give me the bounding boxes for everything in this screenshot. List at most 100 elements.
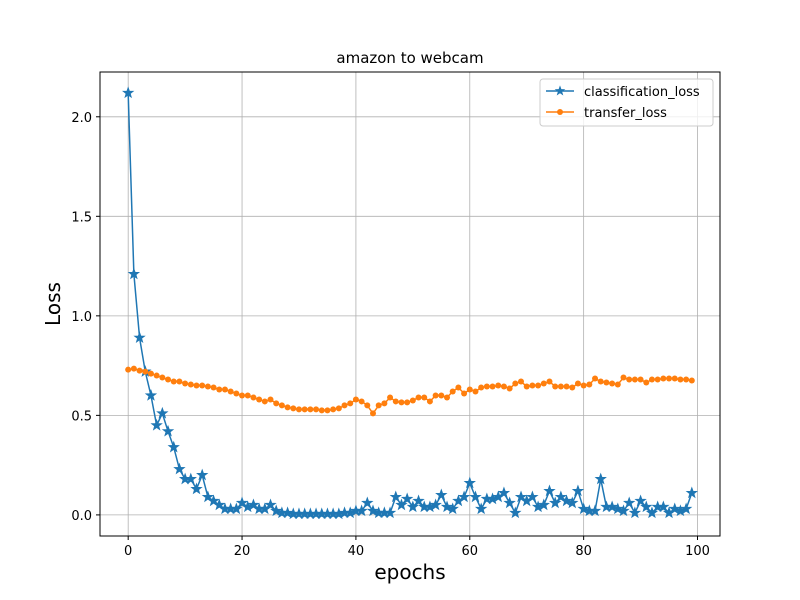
data-point-transfer-loss [472,388,479,395]
data-point-classification-loss [566,496,579,509]
legend: classification_loss transfer_loss [539,78,714,127]
data-point-transfer-loss [609,380,616,387]
data-point-transfer-loss [552,383,559,390]
data-point-transfer-loss [557,383,564,390]
data-point-classification-loss [355,504,368,517]
data-point-transfer-loss [535,382,542,389]
data-point-classification-loss [406,500,420,513]
data-point-classification-loss [509,506,522,519]
data-point-transfer-loss [375,402,382,409]
data-point-classification-loss [122,86,135,99]
data-point-transfer-loss [284,404,291,411]
data-point-classification-loss [623,496,636,509]
data-point-classification-loss [133,331,146,343]
data-point-classification-loss [605,500,619,513]
data-point-transfer-loss [620,374,627,381]
data-point-classification-loss [469,490,482,503]
data-point-classification-loss [150,418,163,431]
data-point-transfer-loss [358,398,365,405]
data-point-classification-loss [463,476,476,489]
data-point-classification-loss [184,472,197,485]
data-point-classification-loss [657,500,670,513]
data-point-transfer-loss [267,396,274,403]
data-point-transfer-loss [654,376,661,383]
data-point-transfer-loss [369,410,376,417]
data-point-transfer-loss [341,402,348,409]
data-point-transfer-loss [381,400,388,407]
data-point-classification-loss [440,500,454,513]
data-point-classification-loss [173,462,186,475]
data-point-classification-loss [457,490,471,503]
data-point-transfer-loss [295,406,302,413]
data-point-classification-loss [400,492,414,505]
data-point-transfer-loss [307,406,314,413]
data-point-transfer-loss [432,392,439,399]
data-point-transfer-loss [421,394,428,401]
data-point-transfer-loss [518,378,525,385]
data-point-classification-loss [594,472,607,485]
data-point-transfer-loss [318,407,325,414]
data-point-transfer-loss [671,375,678,382]
data-point-classification-loss [281,506,294,519]
data-point-transfer-loss [688,377,695,384]
data-point-transfer-loss [170,378,177,385]
data-point-transfer-loss [512,380,519,387]
data-point-transfer-loss [603,379,610,386]
data-point-transfer-loss [597,378,604,385]
data-point-transfer-loss [586,381,593,388]
data-point-transfer-loss [529,382,536,389]
data-point-transfer-loss [438,392,445,399]
legend-label-classification-loss: classification_loss [584,85,700,100]
data-point-transfer-loss [540,380,547,387]
data-point-transfer-loss [324,407,331,414]
data-point-classification-loss [645,506,659,519]
data-point-classification-loss [537,498,550,511]
data-point-classification-loss [161,424,175,437]
data-point-classification-loss [634,494,647,507]
data-point-classification-loss [577,502,590,515]
data-point-classification-loss [588,504,602,517]
data-point-transfer-loss [227,388,234,395]
data-point-classification-loss [475,502,488,515]
data-point-transfer-loss [176,378,183,385]
data-point-classification-loss [628,506,642,519]
data-point-classification-loss [446,502,459,515]
data-point-transfer-loss [523,383,530,390]
data-point-transfer-loss [666,375,673,382]
x-tick-label: 80 [575,544,592,559]
data-point-classification-loss [264,498,277,511]
data-point-transfer-loss [290,405,297,412]
data-point-classification-loss [190,482,203,495]
data-point-transfer-loss [221,386,228,393]
ticks: 0 20 40 60 80 100 0.0 0.5 1.0 1.5 2.0 [71,111,710,559]
data-point-classification-loss [361,496,374,509]
data-point-transfer-loss [387,394,394,401]
data-point-transfer-loss [683,376,690,383]
y-axis-label: Loss [41,282,65,326]
data-point-transfer-loss [335,405,342,412]
data-point-classification-loss [366,504,380,517]
data-point-transfer-loss [330,406,337,413]
y-tick-label: 1.5 [71,210,92,225]
data-point-classification-loss [549,496,562,509]
x-tick-label: 40 [348,544,365,559]
data-point-transfer-loss [182,380,189,387]
data-point-transfer-loss [165,376,172,383]
data-point-transfer-loss [142,368,149,375]
data-point-transfer-loss [239,392,246,399]
data-point-transfer-loss [136,367,143,374]
data-point-transfer-loss [563,383,570,390]
data-point-transfer-loss [614,381,621,388]
y-tick-label: 2.0 [71,111,92,126]
data-point-classification-loss [167,440,180,453]
data-point-classification-loss [429,498,442,511]
data-point-transfer-loss [199,382,206,389]
data-point-classification-loss [412,494,425,507]
data-point-transfer-loss [147,370,154,377]
data-point-classification-loss [196,468,209,481]
data-point-transfer-loss [159,374,166,381]
data-point-transfer-loss [643,379,650,386]
data-point-transfer-loss [461,390,468,397]
data-point-transfer-loss [546,378,553,385]
data-point-classification-loss [270,504,283,517]
